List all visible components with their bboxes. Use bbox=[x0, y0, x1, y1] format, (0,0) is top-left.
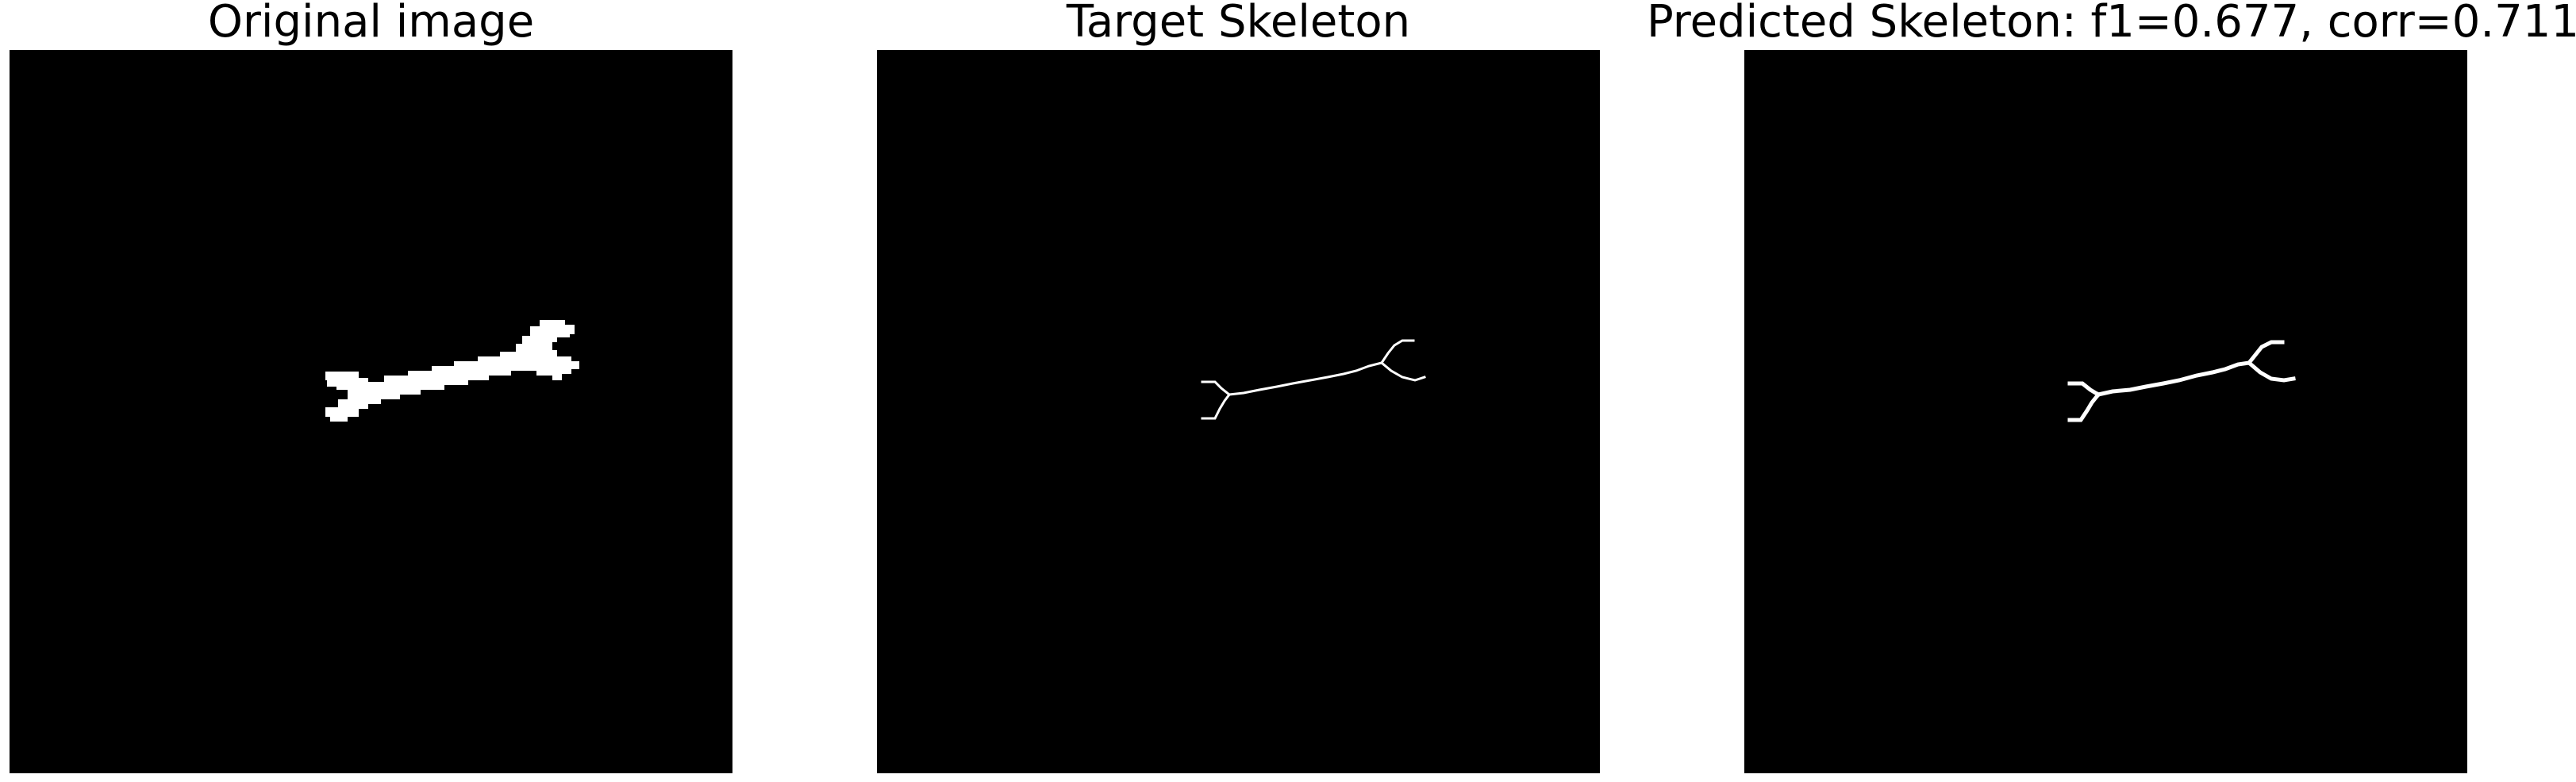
predicted-skeleton-lines bbox=[1744, 50, 2467, 773]
predicted-skeleton-title: Predicted Skeleton: f1=0.677, corr=0.711 bbox=[1647, 0, 2575, 48]
target-skeleton-lines bbox=[877, 50, 1600, 773]
target-skeleton-title: Target Skeleton bbox=[877, 0, 1600, 48]
original-image-title: Original image bbox=[10, 0, 732, 48]
target-skeleton-image bbox=[877, 50, 1600, 773]
wrench-silhouette bbox=[10, 50, 732, 773]
predicted-skeleton-image bbox=[1744, 50, 2467, 773]
original-image bbox=[10, 50, 732, 773]
